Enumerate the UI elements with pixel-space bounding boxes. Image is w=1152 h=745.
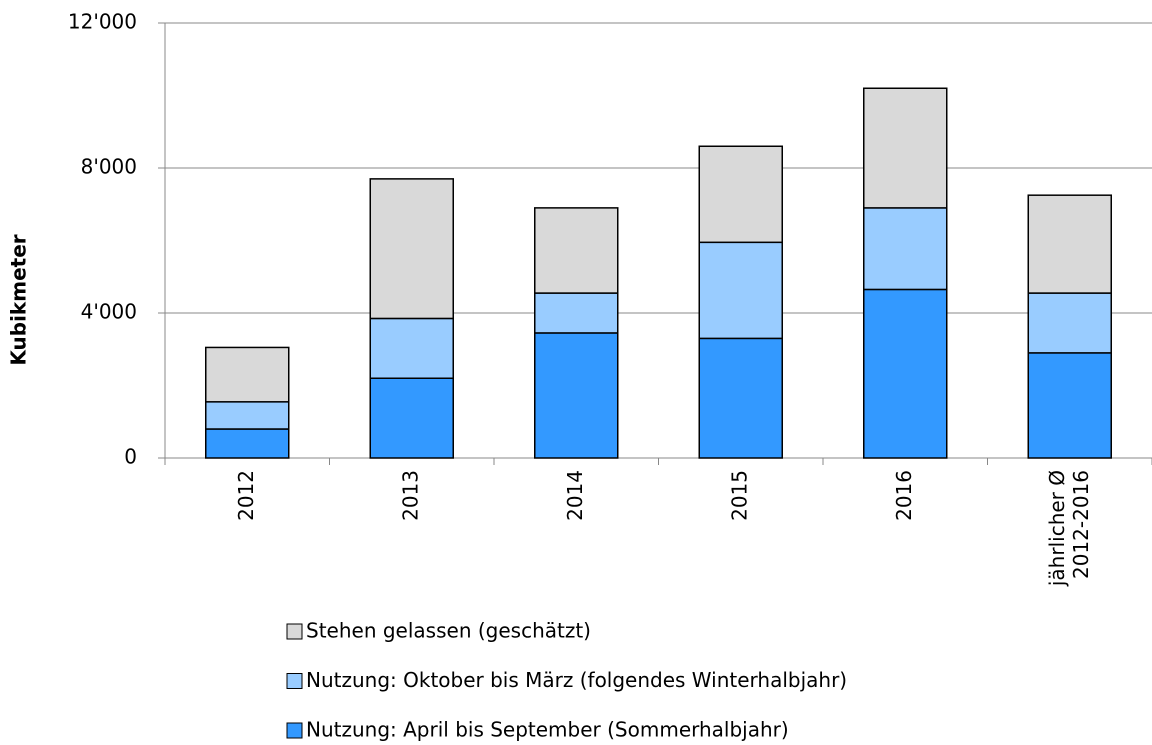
legend-swatch bbox=[286, 673, 303, 689]
bar-segment bbox=[698, 337, 783, 459]
bar-segment bbox=[698, 241, 783, 340]
y-axis-title: Kubikmeter bbox=[7, 234, 31, 365]
bar-segment bbox=[369, 178, 454, 320]
legend-label: Nutzung: April bis September (Sommerhalb… bbox=[306, 718, 789, 742]
legend-label: Nutzung: Oktober bis März (folgendes Win… bbox=[306, 668, 847, 692]
bar-segment bbox=[863, 207, 948, 291]
x-tick-label: 2015 bbox=[727, 470, 751, 521]
x-tick-label: 2012 bbox=[234, 470, 258, 521]
bar-segment bbox=[369, 377, 454, 459]
x-tick-label: jährlicher Ø2012-2016 bbox=[1044, 470, 1092, 587]
x-tick-label: 2016 bbox=[892, 470, 916, 521]
legend-label: Stehen gelassen (geschätzt) bbox=[306, 619, 591, 643]
bar-segment bbox=[205, 346, 290, 403]
bar-segment bbox=[369, 317, 454, 379]
bar-segment bbox=[698, 145, 783, 244]
x-tick-label: 2013 bbox=[398, 470, 422, 521]
bar-segment bbox=[1027, 292, 1112, 354]
bar-segment bbox=[534, 292, 619, 334]
x-tick-label: 2014 bbox=[563, 470, 587, 521]
legend-swatch bbox=[286, 722, 303, 739]
bar-segment bbox=[863, 288, 948, 459]
y-tick-label: 8'000 bbox=[81, 155, 137, 179]
bar-segment bbox=[205, 428, 290, 459]
y-tick-label: 0 bbox=[124, 445, 137, 469]
y-tick-label: 12'000 bbox=[68, 10, 137, 34]
bar-segment bbox=[1027, 194, 1112, 294]
legend-swatch bbox=[286, 623, 303, 640]
bar-segment bbox=[205, 401, 290, 430]
bar-segment bbox=[534, 332, 619, 459]
y-tick-label: 4'000 bbox=[81, 300, 137, 324]
bar-segment bbox=[863, 87, 948, 209]
bar-segment bbox=[534, 207, 619, 294]
bar-segment bbox=[1027, 352, 1112, 459]
